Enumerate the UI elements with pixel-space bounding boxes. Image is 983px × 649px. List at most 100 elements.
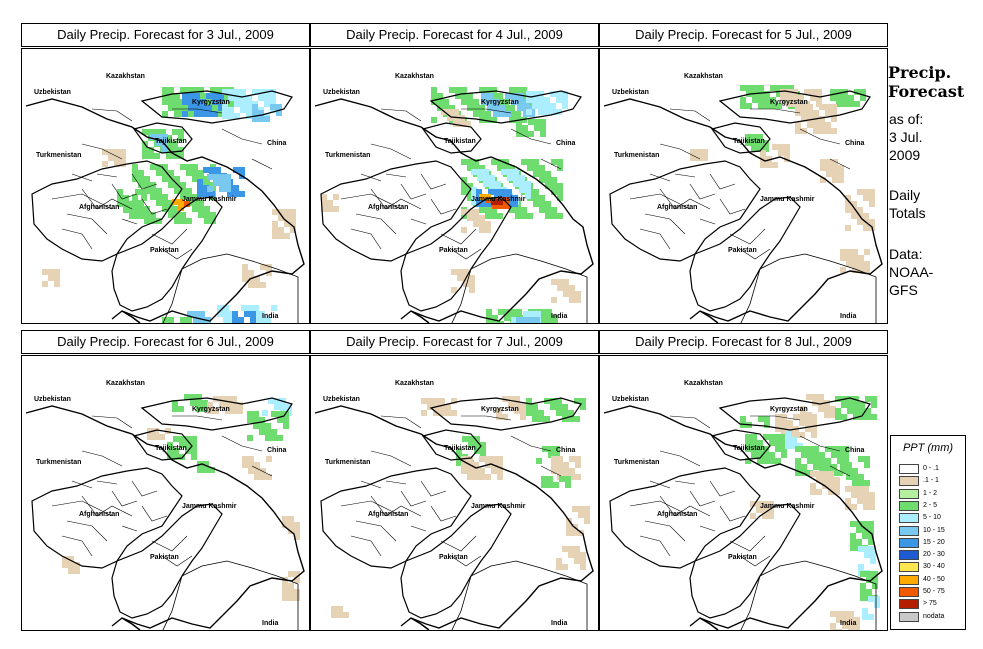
- precip-cell: [102, 149, 108, 155]
- province-border: [131, 173, 158, 190]
- precip-cell: [469, 287, 475, 293]
- precip-cell: [144, 206, 150, 212]
- precip-cell: [150, 218, 156, 224]
- precip-cell: [842, 623, 848, 629]
- legend-label: 40 - 50: [923, 575, 945, 583]
- precip-cell: [745, 134, 751, 140]
- precip-cell: [859, 414, 865, 420]
- precip-cell: [869, 498, 875, 504]
- precip-cell: [862, 608, 868, 614]
- province-border: [709, 173, 736, 190]
- precip-cell: [539, 171, 545, 177]
- precip-cell: [740, 422, 746, 428]
- precip-cell: [842, 95, 848, 101]
- map-svg: [314, 87, 594, 323]
- province-border: [659, 450, 701, 467]
- precip-cell: [467, 99, 473, 105]
- precip-cell: [775, 446, 781, 452]
- precip-cell: [274, 398, 280, 404]
- precip-cell: [807, 104, 813, 110]
- precip-cell: [459, 121, 465, 127]
- india-border: [162, 560, 299, 630]
- precip-cell: [457, 269, 463, 275]
- precip-cell: [853, 414, 859, 420]
- province-border: [96, 173, 118, 178]
- precip-cell: [760, 150, 766, 156]
- precip-cell: [242, 462, 248, 468]
- forecast-panel-jul5: Daily Precip. Forecast for 5 Jul., 2009 …: [599, 23, 888, 325]
- precip-cell: [854, 617, 860, 623]
- precip-cell: [479, 227, 485, 233]
- province-border: [121, 218, 138, 225]
- precip-cell: [574, 546, 580, 552]
- panel-title: Daily Precip. Forecast for 3 Jul., 2009: [21, 23, 310, 47]
- precip-cell: [769, 452, 775, 458]
- precip-cell: [461, 462, 467, 468]
- precip-cell: [271, 429, 277, 435]
- afghanistan-border: [320, 467, 472, 569]
- precip-cell: [485, 456, 491, 462]
- precip-cell: [204, 212, 210, 218]
- map-label-kyrgyzstan: Kyrgyzstan: [770, 99, 808, 106]
- precip-cell: [513, 175, 519, 181]
- precip-cell: [219, 396, 225, 402]
- precip-cell: [186, 188, 192, 194]
- precip-cell: [246, 95, 252, 101]
- province-border: [251, 465, 273, 477]
- precip-cell: [240, 89, 246, 95]
- precip-cell: [813, 446, 819, 452]
- province-border: [659, 188, 711, 210]
- precip-cell: [757, 140, 763, 146]
- precip-cell: [216, 111, 222, 117]
- precip-cell: [574, 416, 580, 422]
- precip-cell: [479, 111, 485, 117]
- province-border: [750, 108, 801, 114]
- precip-cell: [491, 159, 497, 165]
- precip-cell: [129, 201, 135, 207]
- precip-cell: [513, 169, 519, 175]
- precip-cell: [848, 101, 854, 107]
- precip-cell: [172, 141, 178, 147]
- precip-cell: [864, 552, 870, 558]
- map-label-pakistan: Pakistan: [150, 554, 179, 561]
- precip-cell: [174, 188, 180, 194]
- precip-cell: [154, 153, 160, 159]
- precip-cell: [461, 87, 467, 93]
- precip-cell: [801, 464, 807, 470]
- precip-cell: [479, 207, 485, 213]
- precip-cell: [68, 562, 74, 568]
- province-border: [420, 480, 447, 497]
- precip-cell: [467, 165, 473, 171]
- precip-cell: [219, 402, 225, 408]
- province-border: [61, 535, 93, 557]
- precip-cell: [854, 101, 860, 107]
- precip-cell: [150, 212, 156, 218]
- kyrgyzstan-border: [718, 397, 871, 431]
- precip-cell: [228, 89, 234, 95]
- precip-cell: [788, 85, 794, 91]
- precip-cell: [277, 411, 283, 417]
- precip-cell: [810, 489, 816, 495]
- map-label-afghanistan: Afghanistan: [368, 204, 409, 211]
- precip-cell: [764, 91, 770, 97]
- precip-cell: [690, 149, 696, 155]
- province-border: [669, 108, 711, 122]
- precip-cell: [343, 612, 349, 618]
- precip-cell: [546, 315, 552, 321]
- precip-cell: [250, 317, 256, 323]
- precip-cell: [858, 261, 864, 267]
- precip-cell: [108, 155, 114, 161]
- precip-cell: [857, 486, 863, 492]
- precip-cell: [574, 552, 580, 558]
- precip-cell: [766, 156, 772, 162]
- precip-cell: [835, 414, 841, 420]
- precip-cell: [520, 402, 526, 408]
- precip-cell: [492, 321, 498, 323]
- precip-cell: [770, 97, 776, 103]
- precip-cell: [764, 103, 770, 109]
- province-border: [355, 520, 397, 542]
- precip-cell: [831, 110, 837, 116]
- precip-cell: [580, 558, 586, 564]
- precip-cell: [286, 404, 292, 410]
- precip-cell: [764, 97, 770, 103]
